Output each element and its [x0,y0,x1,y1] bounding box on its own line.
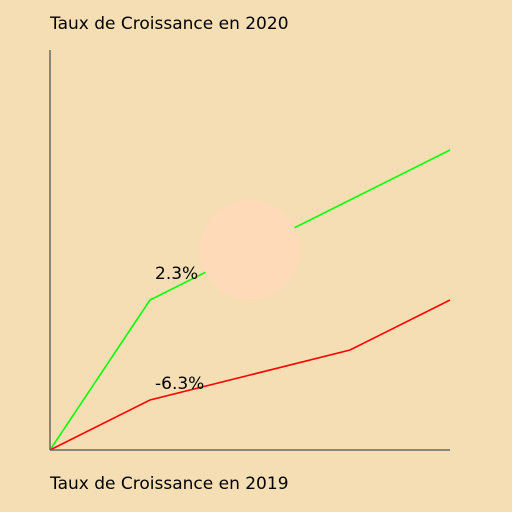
annotation: 2.3% [155,264,198,284]
x-axis-label: Taux de Croissance en 2019 [49,474,289,494]
chart-title: Taux de Croissance en 2020 [49,14,289,34]
annotation: -6.3% [155,374,204,394]
data-line [49,299,451,451]
highlight-circle [200,200,300,300]
